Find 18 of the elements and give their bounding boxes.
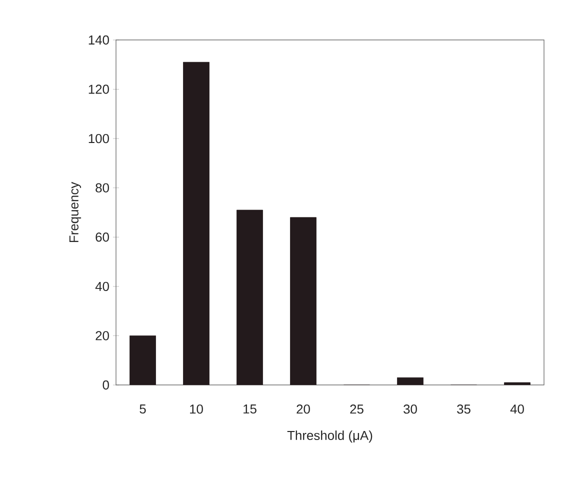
x-tick-label: 35 xyxy=(457,404,470,414)
y-tick-label: 100 xyxy=(88,134,109,144)
x-tick-label: 30 xyxy=(404,404,417,414)
x-tick-label: 20 xyxy=(296,404,310,414)
y-tick-label: 0 xyxy=(102,380,109,390)
x-tick-label: 25 xyxy=(350,404,364,414)
y-tick-label: 80 xyxy=(96,183,109,192)
x-tick-label: 15 xyxy=(244,404,256,414)
y-tick-label: 120 xyxy=(88,84,109,94)
y-tick-label: 140 xyxy=(88,35,109,45)
y-tick-label: 40 xyxy=(95,282,109,291)
y-tick-label: 20 xyxy=(96,331,109,340)
x-axis-title: Threshold (μA) xyxy=(287,430,372,443)
x-tick-label: 40 xyxy=(510,404,524,414)
x-tick-label: 5 xyxy=(140,404,146,414)
y-tick-label: 60 xyxy=(96,232,109,242)
y-axis-title: Frequency xyxy=(69,182,82,242)
x-tick-label: 10 xyxy=(190,404,203,414)
